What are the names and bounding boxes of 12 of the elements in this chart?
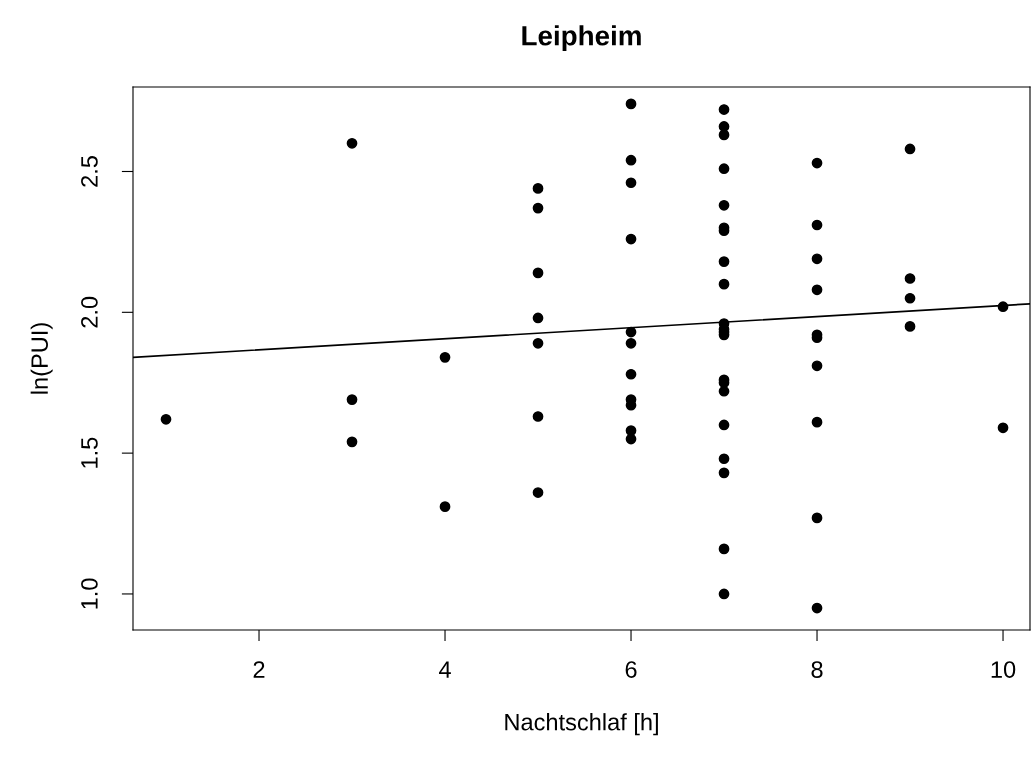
- x-tick-label: 10: [991, 661, 1016, 678]
- x-tick-label: 8: [811, 661, 823, 678]
- y-tick-label: 2.5: [81, 156, 98, 187]
- y-tick-label: 2.0: [81, 296, 98, 328]
- y-axis-title: ln(PUI): [30, 323, 53, 394]
- x-tick-label: 2: [253, 661, 265, 678]
- x-axis-title: Nachtschlaf [h]: [505, 713, 658, 736]
- y-tick-label: 1.5: [81, 437, 98, 468]
- y-tick-label: 1.0: [81, 578, 98, 609]
- chart-title: Leipheim: [522, 25, 641, 52]
- x-tick-label: 4: [439, 661, 451, 678]
- x-tick-label: 6: [625, 661, 637, 678]
